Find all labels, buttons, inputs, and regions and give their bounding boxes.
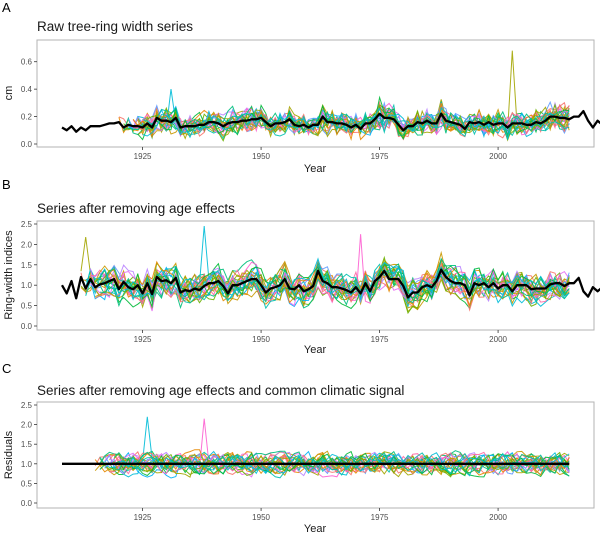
y-tick-label: 1.5 <box>21 440 33 449</box>
panel-a: A Raw tree-ring width series 0.00.20.40.… <box>2 0 600 175</box>
panel-letter-b: B <box>2 177 11 192</box>
x-tick-label: 1975 <box>371 335 389 344</box>
panel-a-title: Raw tree-ring width series <box>37 19 193 34</box>
panel-b-mean <box>61 268 600 300</box>
y-tick-label: 0.4 <box>21 85 33 94</box>
series-line <box>137 105 570 137</box>
y-tick-label: 0.6 <box>21 58 33 67</box>
x-tick-label: 1925 <box>134 335 152 344</box>
series-line <box>99 264 570 310</box>
panel-a-mean <box>61 109 600 133</box>
x-tick-label: 1950 <box>252 152 270 161</box>
y-tick-label: 2.5 <box>21 220 33 229</box>
y-tick-label: 2.0 <box>21 421 33 430</box>
mean-chronology-line <box>61 109 600 133</box>
y-tick-label: 0.0 <box>21 140 33 149</box>
x-tick-label: 1925 <box>134 513 152 522</box>
panel-b-y-axis: 0.0 0.5 1.0 1.5 2.0 2.5 <box>21 220 37 331</box>
y-tick-label: 0.5 <box>21 302 33 311</box>
x-tick-label: 1975 <box>371 513 389 522</box>
panel-b-series <box>80 225 570 315</box>
x-tick-label: 1975 <box>371 152 389 161</box>
y-tick-label: 0.0 <box>21 499 33 508</box>
panel-a-x-label: Year <box>304 163 327 175</box>
panel-c-y-label: Residuals <box>3 430 15 479</box>
series-line <box>114 453 570 478</box>
y-tick-label: 0.0 <box>21 322 33 331</box>
series-line <box>80 262 570 315</box>
x-tick-label: 2000 <box>489 513 507 522</box>
x-tick-label: 2000 <box>489 335 507 344</box>
panel-c: C Series after removing age effects and … <box>2 361 595 535</box>
panel-a-plot-border <box>36 39 595 148</box>
y-tick-label: 1.5 <box>21 261 33 270</box>
panel-b-y-label: Ring-width indices <box>3 230 15 320</box>
panel-letter-c: C <box>2 361 11 376</box>
y-tick-label: 2.0 <box>21 240 33 249</box>
series-line <box>118 450 570 475</box>
y-tick-label: 0.2 <box>21 113 33 122</box>
mean-chronology-line <box>61 268 600 300</box>
y-tick-label: 1.0 <box>21 281 33 290</box>
panel-b-plot-border <box>36 220 595 331</box>
y-tick-label: 0.5 <box>21 479 33 488</box>
panel-c-series <box>94 416 570 479</box>
x-tick-label: 1950 <box>252 513 270 522</box>
series-line <box>142 106 570 141</box>
panel-c-x-label: Year <box>304 523 327 535</box>
panel-a-x-axis: 1925 1950 1975 2000 <box>134 147 508 161</box>
panel-c-y-axis: 0.0 0.5 1.0 1.5 2.0 2.5 <box>21 401 37 508</box>
panel-b-title: Series after removing age effects <box>37 201 235 216</box>
y-tick-label: 2.5 <box>21 401 33 410</box>
x-tick-label: 2000 <box>489 152 507 161</box>
panel-c-x-axis: 1925 1950 1975 2000 <box>134 508 508 522</box>
series-line <box>94 262 570 312</box>
panel-b: B Series after removing age effects 0.00… <box>2 177 600 356</box>
panel-b-x-axis: 1925 1950 1975 2000 <box>134 330 508 344</box>
panel-letter-a: A <box>2 0 11 15</box>
panel-c-plot-border <box>36 401 595 509</box>
panel-c-title: Series after removing age effects and co… <box>37 383 404 398</box>
x-tick-label: 1925 <box>134 152 152 161</box>
panel-a-y-label: cm <box>3 86 15 101</box>
panel-a-y-axis: 0.0 0.2 0.4 0.6 <box>21 58 37 149</box>
panel-b-x-label: Year <box>304 344 327 356</box>
series-line <box>142 108 570 138</box>
y-tick-label: 1.0 <box>21 460 33 469</box>
x-tick-label: 1950 <box>252 335 270 344</box>
